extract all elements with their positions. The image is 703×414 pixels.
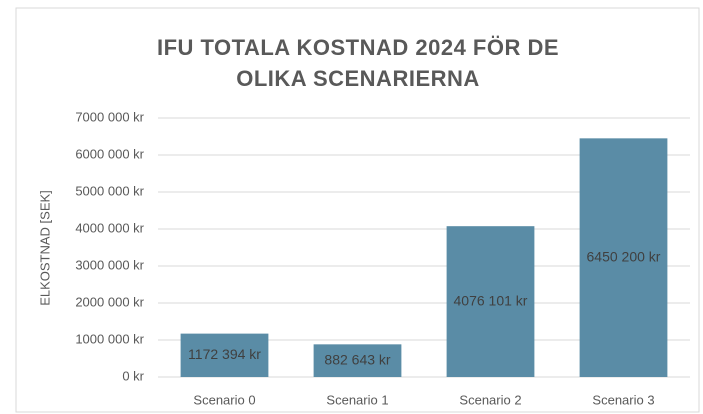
bar <box>313 344 402 377</box>
y-tick-label: 4000 000 kr <box>75 220 144 235</box>
chart-border <box>15 7 700 413</box>
y-tick-label: 3000 000 kr <box>75 257 144 272</box>
y-axis-label: ELKOSTNAD [SEK] <box>37 190 52 306</box>
y-tick-label: 0 kr <box>122 368 144 383</box>
y-tick-label: 2000 000 kr <box>75 294 144 309</box>
bar <box>446 226 535 377</box>
x-tick-label: Scenario 0 <box>193 392 255 407</box>
y-tick-label: 5000 000 kr <box>75 183 144 198</box>
x-tick-label: Scenario 3 <box>592 392 654 407</box>
y-tick-label: 1000 000 kr <box>75 331 144 346</box>
x-tick-label: Scenario 2 <box>459 392 521 407</box>
y-tick-label: 6000 000 kr <box>75 146 144 161</box>
bar <box>180 333 269 377</box>
data-label: 1172 394 kr <box>188 346 261 362</box>
x-tick-label: Scenario 1 <box>326 392 388 407</box>
bar <box>579 138 668 377</box>
data-label: 882 643 kr <box>324 351 390 367</box>
chart-title: IFU TOTALA KOSTNAD 2024 FÖR DE OLIKA SCE… <box>156 35 560 91</box>
data-label: 6450 200 kr <box>587 248 661 264</box>
y-tick-label: 7000 000 kr <box>75 109 144 124</box>
data-label: 4076 101 kr <box>454 292 528 308</box>
